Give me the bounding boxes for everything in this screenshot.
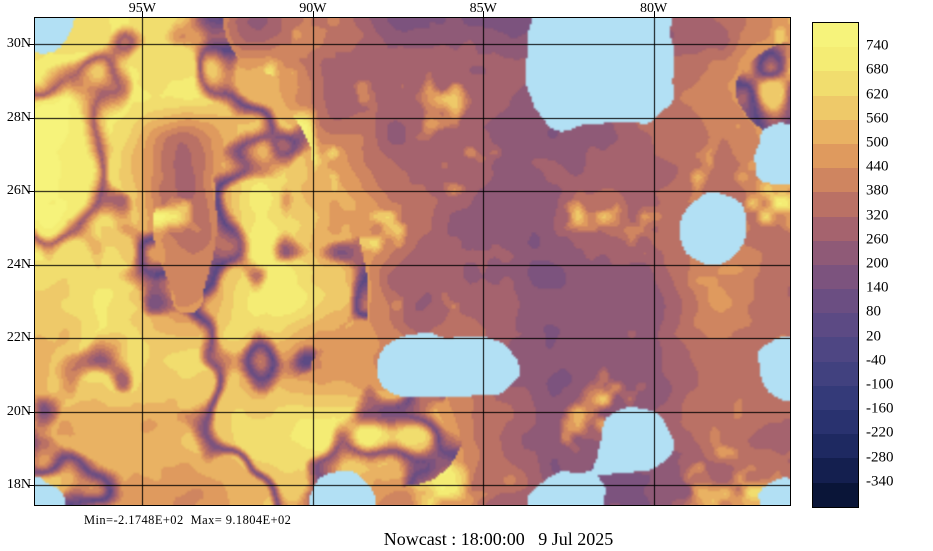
colorbar-tick-label: 740	[866, 37, 889, 54]
map-plot-area	[34, 17, 791, 506]
x-tick-mark	[142, 11, 144, 17]
y-tick-mark	[28, 485, 34, 487]
heatmap-canvas	[35, 18, 790, 505]
colorbar-segment	[813, 95, 858, 120]
colorbar-segment	[813, 192, 858, 217]
colorbar-tick-label: -220	[866, 424, 894, 441]
colorbar-segment	[813, 434, 858, 459]
colorbar-segment	[813, 119, 858, 144]
colorbar-segment	[813, 337, 858, 362]
x-tick-label: 95W	[128, 1, 156, 16]
colorbar-tick-label: 320	[866, 207, 889, 224]
y-tick-mark	[28, 264, 34, 266]
colorbar-tick-label: 140	[866, 279, 889, 296]
colorbar-tick-label: 440	[866, 158, 889, 175]
colorbar-tick-label: 380	[866, 182, 889, 199]
colorbar-tick-label: 20	[866, 328, 881, 345]
colorbar-segment	[813, 216, 858, 241]
x-tick-mark	[483, 11, 485, 17]
y-tick-mark	[28, 411, 34, 413]
colorbar-segment	[813, 289, 858, 314]
x-tick-label: 90W	[299, 1, 327, 16]
y-tick-label: 26N	[6, 183, 31, 199]
y-tick-mark	[28, 117, 34, 119]
colorbar-segment	[813, 71, 858, 96]
colorbar-tick-label: -280	[866, 449, 894, 466]
y-tick-label: 20N	[6, 403, 31, 419]
y-tick-label: 28N	[6, 109, 31, 125]
colorbar-segment	[813, 240, 858, 265]
colorbar-tick-label: 680	[866, 61, 889, 78]
y-tick-label: 30N	[6, 36, 31, 52]
colorbar-segment	[813, 143, 858, 169]
y-tick-mark	[28, 338, 34, 340]
y-tick-mark	[28, 44, 34, 46]
y-tick-mark	[28, 191, 34, 193]
colorbar	[812, 22, 859, 508]
colorbar-segment	[813, 410, 858, 435]
colorbar-segment	[813, 168, 858, 193]
figure-title: Nowcast : 18:00:00 9 Jul 2025	[383, 529, 614, 549]
colorbar-segment	[813, 23, 858, 48]
x-tick-mark	[653, 11, 655, 17]
colorbar-tick-label: 260	[866, 231, 889, 248]
colorbar-segment	[813, 361, 858, 386]
y-tick-label: 24N	[6, 256, 31, 272]
y-tick-label: 18N	[6, 477, 31, 493]
x-tick-label: 80W	[640, 1, 668, 16]
min-max-stats: Min=-2.1748E+02 Max= 9.1804E+02	[84, 513, 292, 527]
colorbar-tick-label: -100	[866, 376, 894, 393]
colorbar-tick-label: -40	[866, 352, 886, 369]
colorbar-tick-label: 620	[866, 86, 889, 103]
colorbar-segment	[813, 482, 858, 507]
colorbar-tick-label: -340	[866, 473, 894, 490]
colorbar-segment	[813, 385, 858, 410]
colorbar-segment	[813, 458, 858, 483]
colorbar-tick-label: -160	[866, 400, 894, 417]
colorbar-tick-label: 200	[866, 255, 889, 272]
y-tick-label: 22N	[6, 330, 31, 346]
colorbar-tick-label: 500	[866, 134, 889, 151]
x-tick-mark	[312, 11, 314, 17]
colorbar-segment	[813, 313, 858, 338]
x-tick-label: 85W	[469, 1, 497, 16]
colorbar-tick-label: 80	[866, 303, 881, 320]
colorbar-segment	[813, 264, 858, 290]
colorbar-tick-label: 560	[866, 110, 889, 127]
colorbar-segment	[813, 47, 858, 72]
